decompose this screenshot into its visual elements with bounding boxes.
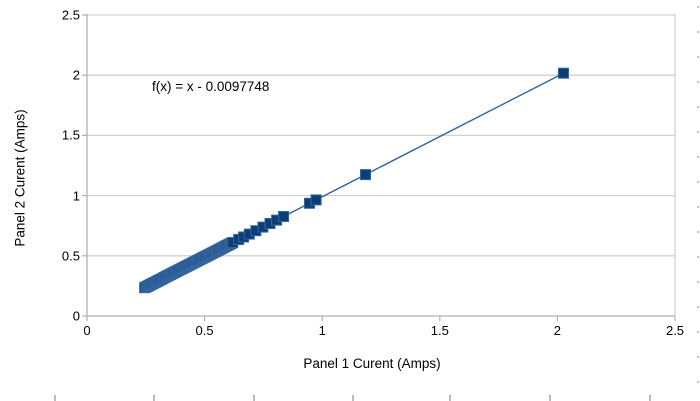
row-marker-dot	[697, 306, 699, 308]
x-tick-label: 1.5	[430, 323, 449, 338]
data-point-marker	[310, 194, 322, 206]
row-marker-dot	[697, 81, 699, 83]
data-point-marker	[278, 211, 290, 222]
y-axis-title: Panel 2 Curent (Amps)	[12, 109, 28, 247]
row-marker-dot	[697, 31, 699, 33]
x-tick-label: 1	[318, 323, 326, 338]
row-marker-dot	[697, 281, 699, 283]
x-tick-label: 2	[553, 323, 562, 338]
row-marker-dot	[697, 6, 699, 8]
y-tick-label: 0	[72, 308, 80, 324]
y-tick-label: 2.5	[61, 7, 80, 23]
row-marker-dot	[697, 56, 699, 58]
row-marker-dot	[697, 381, 699, 383]
x-tick-label: 0.5	[195, 323, 214, 338]
x-tick-label: 2.5	[665, 323, 685, 338]
row-marker-dot	[697, 106, 699, 108]
row-marker-dot	[697, 206, 699, 208]
row-marker-dot	[697, 331, 699, 333]
trendline-equation-label: f(x) = x - 0.0097748	[152, 79, 270, 94]
y-tick-label: 1.5	[61, 127, 80, 143]
x-tick-label: 0	[83, 323, 91, 338]
data-point-marker	[558, 67, 569, 79]
y-tick-label: 1	[72, 188, 80, 204]
y-tick-label: 0.5	[61, 248, 80, 264]
x-axis-title: Panel 1 Curent (Amps)	[303, 356, 441, 371]
row-marker-dot	[697, 256, 699, 258]
y-tick-label: 2	[72, 67, 80, 83]
row-marker-dot	[697, 356, 699, 358]
row-marker-dot	[697, 181, 699, 183]
row-marker-dot	[697, 131, 699, 133]
row-marker-dot	[697, 156, 699, 158]
data-point-marker	[360, 169, 371, 181]
row-marker-dot	[697, 231, 699, 233]
